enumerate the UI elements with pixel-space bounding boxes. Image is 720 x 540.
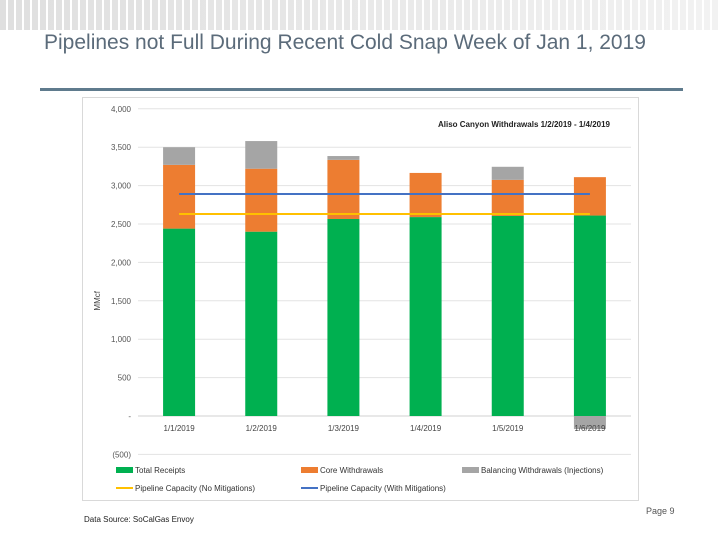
chart: (500) - 500 1,000 1,500 2,000 2,500 3,000 3,500 4… [93,105,631,493]
y-tick-label: 1,000 [111,335,132,344]
x-tick-label: 1/6/2019 [574,424,606,433]
slide-title: Pipelines not Full During Recent Cold Sn… [44,31,646,54]
bar-balancing-withdrawals-injections- [245,141,278,169]
legend-swatch [301,467,318,473]
x-tick-label: 1/4/2019 [410,424,442,433]
bar-total-receipts [327,219,360,416]
y-tick-label: (500) [112,450,131,459]
bar-core-withdrawals [573,177,606,216]
legend-label: Pipeline Capacity (No Mitigations) [135,484,255,493]
bar-balancing-withdrawals-injections- [491,166,524,180]
x-tick-label: 1/1/2019 [164,424,196,433]
y-tick-label: 2,000 [111,258,132,267]
x-tick-label: 1/5/2019 [492,424,524,433]
bar-core-withdrawals [491,179,524,216]
y-tick-label: 2,500 [111,220,132,229]
bar-balancing-withdrawals-injections- [163,147,196,165]
bar-balancing-withdrawals-injections- [327,156,360,160]
title-divider [40,88,683,91]
legend-label: Core Withdrawals [320,466,383,475]
bar-total-receipts [245,231,278,416]
y-tick-label: - [128,412,131,421]
x-tick-label: 1/2/2019 [246,424,278,433]
bar-total-receipts [573,215,606,416]
legend-swatch [462,467,479,473]
y-tick-label: 3,000 [111,182,132,191]
legend-label: Pipeline Capacity (With Mitigations) [320,484,446,493]
page-number: Page 9 [646,506,675,516]
x-tick-label: 1/3/2019 [328,424,360,433]
y-axis-label: MMcf [93,290,102,310]
y-tick-label: 500 [118,374,132,383]
y-tick-label: 4,000 [111,105,132,114]
legend-label: Balancing Withdrawals (Injections) [481,466,604,475]
y-tick-label: 1,500 [111,297,132,306]
chart-container: (500) - 500 1,000 1,500 2,000 2,500 3,000 3,500 4… [82,97,639,501]
bar-balancing-withdrawals-injections- [573,416,606,430]
legend-label: Total Receipts [135,466,185,475]
bar-core-withdrawals [327,159,360,220]
bar-total-receipts [409,217,442,416]
bar-total-receipts [163,228,196,416]
decorative-header-pattern [0,0,720,30]
bar-core-withdrawals [163,164,196,229]
y-tick-label: 3,500 [111,143,132,152]
bar-core-withdrawals [245,168,278,232]
bar-total-receipts [491,215,524,416]
chart-annotation: Aliso Canyon Withdrawals 1/2/2019 - 1/4/… [438,120,611,129]
data-source-note: Data Source: SoCalGas Envoy [84,515,194,524]
legend-swatch [116,467,133,473]
